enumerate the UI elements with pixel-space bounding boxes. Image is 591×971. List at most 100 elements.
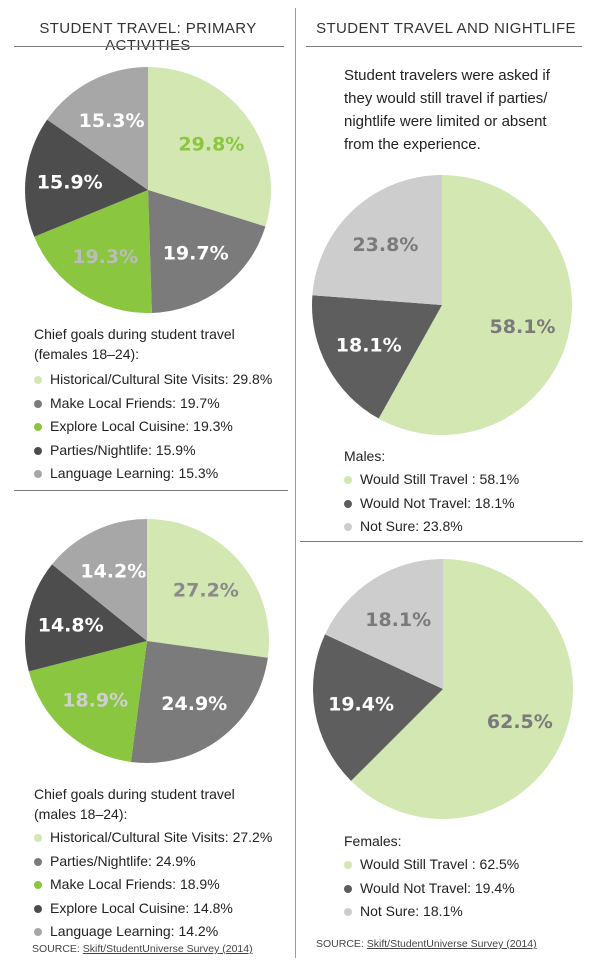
legend-item-explore-local-cuisine: Explore Local Cuisine: 14.8% bbox=[34, 897, 272, 921]
caption-line-1: Females: bbox=[344, 833, 402, 849]
pie-slice-make-local-friends bbox=[28, 641, 147, 762]
pie-slice-would-not-travel bbox=[312, 295, 442, 419]
pie-slice-language-learning bbox=[47, 67, 148, 190]
legend-males-nightlife: Would Still Travel : 58.1% Would Not Trav… bbox=[344, 468, 519, 539]
legend-swatch-icon bbox=[34, 423, 42, 431]
legend-text: Not Sure: 23.8% bbox=[360, 518, 463, 534]
legend-text: Parties/Nightlife: 15.9% bbox=[50, 441, 196, 458]
right-header: STUDENT TRAVEL AND NIGHTLIFE bbox=[316, 20, 576, 37]
source-prefix: SOURCE: bbox=[32, 943, 83, 955]
legend-item-would-not-travel: Would Not Travel: 19.4% bbox=[344, 877, 519, 901]
legend-swatch-icon bbox=[34, 834, 42, 842]
source-right: SOURCE: Skift/StudentUniverse Survey (20… bbox=[316, 938, 537, 950]
caption-males-nightlife: Males: bbox=[344, 446, 385, 466]
caption-line-2: (males 18–24): bbox=[34, 806, 128, 822]
pie-label-not-sure: 18.1% bbox=[365, 609, 431, 631]
legend-swatch-icon bbox=[344, 884, 352, 893]
pie-label-language-learning: 15.3% bbox=[79, 110, 145, 132]
pie-slice-make-local-friends bbox=[148, 190, 266, 313]
legend-swatch-icon bbox=[34, 376, 42, 384]
pie-label-parties-nightlife: 24.9% bbox=[161, 693, 227, 715]
legend-text: Would Not Travel: 19.4% bbox=[360, 879, 515, 896]
legend-text: Make Local Friends: 18.9% bbox=[50, 876, 220, 892]
pie-slice-not-sure bbox=[312, 175, 442, 305]
pie-slice-would-not-travel bbox=[313, 634, 443, 781]
legend-text: Explore Local Cuisine: 19.3% bbox=[50, 418, 233, 434]
caption-line-1: Males: bbox=[344, 448, 386, 464]
pie-chart-females-nightlife: 62.5% 19.4% 18.1% bbox=[312, 558, 574, 820]
legend-swatch-icon bbox=[344, 476, 352, 484]
pie-chart-males-nightlife: 58.1% 18.1% 23.8% bbox=[311, 174, 573, 436]
pie-label-would-still-travel: 62.5% bbox=[487, 711, 553, 733]
left-header-rule bbox=[14, 46, 284, 47]
legend-text: Explore Local Cuisine: 14.8% bbox=[50, 899, 233, 916]
legend-text: Would Still Travel : 62.5% bbox=[360, 856, 520, 872]
legend-swatch-icon bbox=[344, 861, 352, 869]
pie-svg: 58.1% 18.1% 23.8% bbox=[312, 175, 572, 435]
legend-males-goals: Historical/Cultural Site Visits: 27.2% Pa… bbox=[34, 826, 272, 944]
legend-item-would-not-travel: Would Not Travel: 18.1% bbox=[344, 492, 519, 516]
pie-svg: 29.8% 19.7% 19.3% 15.9% 15.3% bbox=[24, 67, 271, 313]
pie-label-explore-local-cuisine: 14.8% bbox=[38, 614, 104, 636]
legend-swatch-icon bbox=[34, 399, 42, 408]
pie-label-historical-cultural-site-visits: 29.8% bbox=[178, 133, 244, 155]
legend-swatch-icon bbox=[34, 446, 42, 455]
legend-text: Language Learning: 14.2% bbox=[50, 923, 219, 939]
legend-swatch-icon bbox=[344, 499, 352, 508]
pie-slice-not-sure bbox=[325, 559, 443, 689]
legend-item-explore-local-cuisine: Explore Local Cuisine: 19.3% bbox=[34, 415, 272, 439]
legend-text: Not Sure: 18.1% bbox=[360, 903, 463, 919]
pie-chart-females-goals: 29.8% 19.7% 19.3% 15.9% 15.3% bbox=[24, 66, 272, 314]
legend-swatch-icon bbox=[344, 523, 352, 531]
pie-label-parties-nightlife: 15.9% bbox=[37, 171, 103, 193]
caption-line-1: Chief goals during student travel bbox=[34, 326, 235, 342]
legend-item-not-sure: Not Sure: 18.1% bbox=[344, 900, 519, 924]
legend-item-would-still-travel: Would Still Travel : 62.5% bbox=[344, 853, 519, 877]
column-divider bbox=[295, 8, 296, 958]
legend-item-parties-nightlife: Parties/Nightlife: 15.9% bbox=[34, 439, 272, 463]
pie-chart-males-goals: 27.2% 24.9% 18.9% 14.8% 14.2% bbox=[24, 518, 270, 764]
pie-slice-parties-nightlife bbox=[130, 641, 268, 763]
source-left: SOURCE: Skift/StudentUniverse Survey (20… bbox=[32, 943, 253, 955]
legend-females-goals: Historical/Cultural Site Visits: 29.8% Ma… bbox=[34, 368, 272, 486]
pie-slice-would-still-travel bbox=[351, 559, 573, 819]
caption-line-1: Chief goals during student travel bbox=[34, 786, 235, 802]
pie-label-would-still-travel: 58.1% bbox=[490, 316, 556, 338]
pie-label-make-local-friends: 18.9% bbox=[62, 689, 128, 711]
legend-text: Language Learning: 15.3% bbox=[50, 465, 219, 481]
caption-males-goals: Chief goals during student travel (males… bbox=[34, 784, 235, 824]
legend-swatch-icon bbox=[34, 904, 42, 913]
legend-text: Would Still Travel : 58.1% bbox=[360, 471, 520, 487]
legend-item-historical-cultural-site-visits: Historical/Cultural Site Visits: 29.8% bbox=[34, 368, 272, 392]
pie-slice-would-still-travel bbox=[378, 175, 572, 435]
legend-item-language-learning: Language Learning: 14.2% bbox=[34, 920, 272, 944]
pie-slice-parties-nightlife bbox=[24, 119, 148, 237]
legend-text: Make Local Friends: 19.7% bbox=[50, 394, 220, 411]
legend-item-make-local-friends: Make Local Friends: 19.7% bbox=[34, 392, 272, 416]
pie-label-language-learning: 14.2% bbox=[80, 561, 146, 583]
nightlife-question: Student travelers were asked if they wou… bbox=[344, 67, 550, 153]
legend-item-not-sure: Not Sure: 23.8% bbox=[344, 515, 519, 539]
legend-text: Historical/Cultural Site Visits: 29.8% bbox=[50, 371, 273, 387]
legend-item-parties-nightlife: Parties/Nightlife: 24.9% bbox=[34, 850, 272, 874]
legend-text: Would Not Travel: 18.1% bbox=[360, 494, 515, 511]
legend-swatch-icon bbox=[34, 470, 42, 478]
pie-slice-language-learning bbox=[52, 519, 147, 641]
caption-females-nightlife: Females: bbox=[344, 831, 402, 851]
left-section-divider bbox=[14, 490, 288, 491]
pie-label-would-not-travel: 19.4% bbox=[328, 694, 394, 716]
pie-svg: 62.5% 19.4% 18.1% bbox=[313, 559, 573, 819]
legend-swatch-icon bbox=[34, 928, 42, 936]
legend-item-would-still-travel: Would Still Travel : 58.1% bbox=[344, 468, 519, 492]
pie-slice-historical-cultural-site-visits bbox=[148, 67, 271, 227]
legend-text: Parties/Nightlife: 24.9% bbox=[50, 852, 196, 869]
source-link[interactable]: Skift/StudentUniverse Survey (2014) bbox=[366, 938, 537, 950]
pie-slice-historical-cultural-site-visits bbox=[147, 519, 269, 658]
source-link[interactable]: Skift/StudentUniverse Survey (2014) bbox=[82, 943, 253, 955]
legend-item-language-learning: Language Learning: 15.3% bbox=[34, 462, 272, 486]
caption-line-2: (females 18–24): bbox=[34, 346, 140, 362]
source-prefix: SOURCE: bbox=[316, 938, 367, 950]
legend-item-make-local-friends: Make Local Friends: 18.9% bbox=[34, 873, 272, 897]
left-header: STUDENT TRAVEL: PRIMARY ACTIVITIES bbox=[39, 20, 257, 54]
legend-swatch-icon bbox=[34, 881, 42, 889]
